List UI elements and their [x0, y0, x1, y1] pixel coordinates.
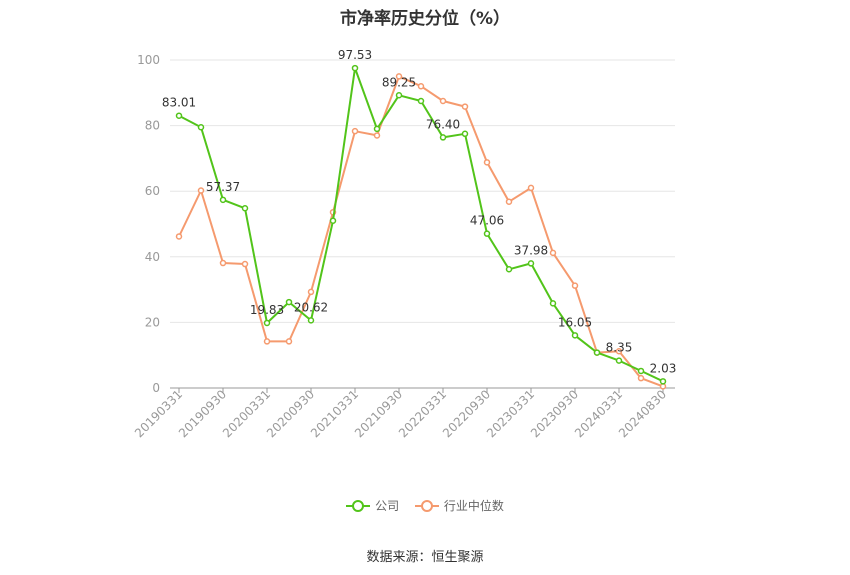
data-point	[439, 97, 447, 105]
data-label: 19.83	[250, 303, 284, 317]
data-point	[637, 374, 645, 382]
data-point	[219, 196, 227, 204]
data-point	[307, 317, 315, 324]
data-label: 37.98	[514, 243, 548, 257]
data-point	[571, 332, 579, 339]
data-point	[527, 260, 535, 267]
data-point	[637, 367, 645, 375]
series-layer	[175, 64, 667, 390]
data-point	[439, 134, 447, 141]
data-label: 2.03	[650, 361, 677, 375]
data-point	[505, 198, 513, 205]
x-axis	[170, 387, 675, 393]
data-point	[417, 97, 425, 105]
data-point	[549, 249, 557, 257]
data-point	[241, 205, 249, 212]
y-tick-label: 60	[145, 184, 160, 198]
legend-item-company[interactable]: 公司	[346, 497, 399, 514]
data-labels: 83.01 57.37 19.83 20.62 97.53 89.25 76.40 47.06…	[162, 48, 677, 375]
data-point	[483, 230, 491, 237]
legend-swatch-company-icon	[346, 499, 371, 513]
data-source: 数据来源：恒生聚源	[366, 550, 484, 565]
x-tick-label: 20240830	[616, 387, 669, 440]
chart-title: 市净率历史分位（%）	[339, 9, 511, 29]
data-point	[527, 184, 535, 192]
data-point	[307, 288, 315, 296]
data-label: 57.37	[206, 180, 240, 194]
legend-label-industry-median: 行业中位数	[443, 499, 504, 513]
data-label: 47.06	[470, 214, 504, 228]
data-point	[263, 319, 271, 327]
data-point	[505, 266, 513, 273]
data-point	[263, 338, 271, 345]
data-point	[615, 357, 623, 364]
data-point	[615, 348, 623, 355]
data-point	[571, 282, 579, 289]
legend-item-industry-median[interactable]: 行业中位数	[414, 497, 504, 514]
data-point	[659, 383, 667, 390]
data-point	[285, 338, 293, 345]
data-point	[395, 92, 403, 99]
data-point	[373, 132, 381, 139]
data-point	[461, 103, 469, 110]
y-tick-label: 40	[145, 250, 160, 264]
data-point	[241, 260, 249, 268]
y-tick-label: 20	[145, 315, 160, 329]
legend-swatch-industry-median-icon	[414, 499, 439, 513]
data-point	[351, 64, 359, 72]
data-point	[461, 130, 469, 138]
y-tick-label: 0	[152, 381, 160, 395]
data-point	[197, 187, 205, 194]
data-point	[175, 112, 183, 119]
data-label: 97.53	[338, 48, 372, 62]
y-tick-label: 100	[137, 53, 160, 67]
data-label: 89.25	[382, 75, 416, 89]
data-point	[395, 73, 403, 80]
y-axis-tick-labels: 0 20 40 60 80 100	[137, 53, 160, 395]
legend-label-company: 公司	[375, 499, 400, 513]
grid-lines	[170, 59, 675, 323]
data-point	[329, 217, 337, 224]
x-axis-tick-labels: 2019033120190930202003312020093020210331…	[132, 387, 669, 440]
data-point	[593, 349, 601, 356]
data-label: 76.40	[426, 117, 460, 131]
data-point	[549, 300, 557, 307]
data-point	[373, 125, 381, 133]
data-label: 16.05	[558, 315, 592, 329]
data-point	[659, 378, 667, 385]
series-industry-median	[175, 73, 667, 390]
data-point	[285, 298, 293, 306]
legend: 公司 行业中位数	[0, 497, 850, 516]
data-point	[351, 127, 359, 135]
data-label: 20.62	[294, 300, 328, 314]
data-point	[483, 159, 491, 166]
data-label: 83.01	[162, 96, 196, 110]
data-point	[175, 233, 183, 240]
y-tick-label: 80	[145, 119, 160, 133]
data-point	[219, 259, 227, 267]
series-company	[175, 64, 667, 385]
series-line	[178, 75, 664, 388]
data-label: 8.35	[606, 341, 633, 355]
data-point	[417, 82, 425, 90]
data-point	[197, 123, 205, 131]
